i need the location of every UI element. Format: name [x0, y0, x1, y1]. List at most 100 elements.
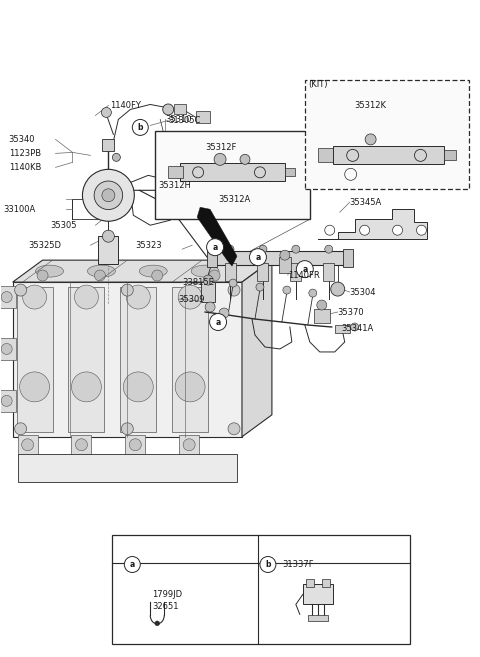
Text: 32651: 32651: [152, 602, 179, 611]
Circle shape: [175, 372, 205, 402]
Text: b: b: [265, 560, 271, 569]
Bar: [335, 325, 350, 333]
Circle shape: [101, 108, 111, 118]
Bar: [0, 390, 16, 412]
Circle shape: [309, 289, 317, 297]
Circle shape: [23, 285, 47, 309]
Text: 35370: 35370: [338, 307, 364, 317]
Polygon shape: [12, 282, 242, 437]
Circle shape: [121, 284, 133, 296]
Text: 35341A: 35341A: [342, 325, 374, 334]
Circle shape: [1, 344, 12, 354]
Bar: [179, 435, 199, 455]
Circle shape: [83, 170, 134, 221]
Circle shape: [1, 396, 12, 406]
Bar: [201, 282, 215, 302]
Bar: [225, 263, 236, 281]
Circle shape: [325, 245, 333, 253]
Text: a: a: [255, 253, 261, 261]
Bar: [305, 79, 469, 189]
Circle shape: [102, 230, 114, 242]
Circle shape: [121, 423, 133, 435]
Text: 35304: 35304: [350, 288, 376, 296]
Text: 35325D: 35325D: [29, 240, 61, 250]
Circle shape: [360, 225, 370, 235]
Circle shape: [210, 313, 227, 330]
Text: 33100A: 33100A: [4, 205, 36, 214]
Text: 35312H: 35312H: [158, 181, 191, 190]
Bar: [0, 286, 16, 308]
Bar: [303, 585, 333, 604]
Circle shape: [203, 275, 213, 285]
Text: (KIT): (KIT): [308, 80, 327, 89]
Circle shape: [226, 245, 234, 253]
Circle shape: [15, 423, 26, 435]
Text: 35340: 35340: [9, 135, 35, 144]
Bar: [190, 200, 202, 210]
Bar: [343, 249, 353, 267]
Bar: [285, 168, 295, 176]
Circle shape: [296, 261, 313, 278]
Circle shape: [209, 270, 220, 281]
Bar: [279, 257, 291, 273]
Text: 31305C: 31305C: [168, 116, 201, 125]
Circle shape: [20, 372, 49, 402]
Circle shape: [228, 423, 240, 435]
Circle shape: [365, 134, 376, 145]
Text: a: a: [302, 265, 307, 273]
Bar: [98, 237, 119, 264]
Bar: [308, 616, 328, 622]
Text: 33815E: 33815E: [182, 278, 214, 286]
Circle shape: [283, 286, 291, 294]
Circle shape: [325, 225, 335, 235]
Circle shape: [256, 283, 264, 291]
Circle shape: [417, 225, 426, 235]
Circle shape: [292, 245, 300, 253]
Circle shape: [393, 225, 403, 235]
Bar: [306, 579, 314, 587]
Circle shape: [260, 556, 276, 572]
Text: 1799JD: 1799JD: [152, 590, 182, 599]
Text: a: a: [130, 560, 135, 569]
Bar: [168, 166, 183, 178]
Text: a: a: [216, 317, 221, 327]
Circle shape: [205, 302, 215, 312]
Circle shape: [124, 556, 140, 572]
Ellipse shape: [139, 265, 167, 277]
Bar: [69, 287, 104, 432]
Text: 1140FR: 1140FR: [288, 271, 320, 280]
Bar: [72, 435, 91, 455]
Text: b: b: [138, 123, 143, 132]
Ellipse shape: [36, 265, 63, 277]
Circle shape: [240, 154, 250, 164]
Circle shape: [102, 189, 115, 202]
Polygon shape: [12, 260, 272, 282]
Bar: [0, 338, 16, 360]
Circle shape: [1, 292, 12, 303]
Circle shape: [94, 181, 123, 210]
Circle shape: [155, 621, 160, 626]
Text: 35323: 35323: [135, 240, 162, 250]
Circle shape: [317, 300, 327, 310]
Ellipse shape: [87, 265, 115, 277]
Circle shape: [75, 439, 87, 451]
Text: 35345A: 35345A: [350, 198, 382, 207]
Circle shape: [95, 270, 106, 281]
Text: 35305: 35305: [50, 221, 77, 230]
Bar: [318, 148, 336, 162]
Bar: [18, 435, 37, 455]
Bar: [444, 150, 456, 160]
Circle shape: [351, 323, 359, 331]
Circle shape: [74, 285, 98, 309]
Bar: [17, 287, 52, 432]
Text: 1123PB: 1123PB: [9, 149, 41, 158]
Circle shape: [163, 104, 174, 115]
Circle shape: [126, 285, 150, 309]
Bar: [18, 454, 237, 482]
Bar: [155, 131, 310, 219]
Bar: [257, 263, 268, 281]
Circle shape: [259, 245, 267, 253]
Circle shape: [152, 270, 163, 281]
Ellipse shape: [191, 265, 219, 277]
Circle shape: [250, 248, 266, 265]
